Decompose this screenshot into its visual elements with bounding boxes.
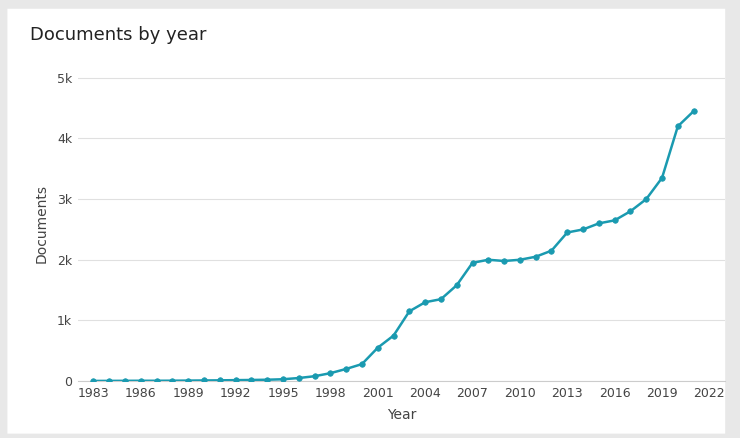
Y-axis label: Documents: Documents: [35, 184, 49, 263]
Text: Documents by year: Documents by year: [30, 26, 206, 44]
X-axis label: Year: Year: [387, 408, 416, 422]
